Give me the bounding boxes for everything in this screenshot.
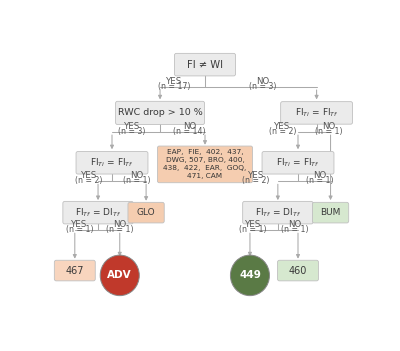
Circle shape — [100, 255, 139, 296]
Text: NO: NO — [113, 220, 126, 229]
Text: (n = 2): (n = 2) — [75, 176, 102, 185]
Text: FI$_{Ti}$ = FI$_{Tf}$: FI$_{Ti}$ = FI$_{Tf}$ — [276, 157, 320, 169]
Text: (n = 1): (n = 1) — [66, 225, 93, 234]
Text: FI$_{Tf}$ = DI$_{Tf}$: FI$_{Tf}$ = DI$_{Tf}$ — [255, 206, 301, 219]
Text: YES: YES — [81, 172, 97, 180]
Text: (n = 17): (n = 17) — [158, 82, 190, 91]
Text: (n = 1): (n = 1) — [106, 225, 134, 234]
Circle shape — [230, 255, 270, 296]
Text: BUM: BUM — [320, 208, 341, 217]
Text: YES: YES — [245, 220, 261, 229]
Text: NO: NO — [288, 220, 302, 229]
FancyBboxPatch shape — [128, 202, 164, 223]
FancyBboxPatch shape — [312, 202, 349, 223]
Text: GLO: GLO — [137, 208, 156, 217]
Text: (n = 2): (n = 2) — [269, 127, 296, 136]
Text: (n = 14): (n = 14) — [173, 127, 206, 136]
FancyBboxPatch shape — [54, 260, 95, 281]
FancyBboxPatch shape — [76, 152, 148, 174]
Text: YES: YES — [71, 220, 88, 229]
FancyBboxPatch shape — [116, 101, 204, 125]
Text: (n = 1): (n = 1) — [306, 176, 334, 185]
Text: ADV: ADV — [108, 270, 132, 280]
FancyBboxPatch shape — [281, 102, 352, 124]
Text: YES: YES — [274, 122, 291, 131]
Text: FI ≠ WI: FI ≠ WI — [187, 60, 223, 69]
Text: NO: NO — [130, 172, 144, 180]
Text: (n = 1): (n = 1) — [281, 225, 309, 234]
Text: NO: NO — [183, 122, 196, 131]
Text: NO: NO — [322, 122, 336, 131]
Text: 460: 460 — [289, 266, 307, 276]
Text: YES: YES — [248, 172, 264, 180]
Text: 467: 467 — [66, 266, 84, 276]
FancyBboxPatch shape — [158, 146, 252, 183]
Text: 449: 449 — [239, 270, 261, 280]
Text: (n = 3): (n = 3) — [249, 82, 276, 91]
Text: EAP,  FIE,  402,  437,
DWG, 507, BRO, 400,
438,  422,  EAR,  GOQ,
471, CAM: EAP, FIE, 402, 437, DWG, 507, BRO, 400, … — [163, 150, 247, 179]
FancyBboxPatch shape — [243, 201, 313, 224]
FancyBboxPatch shape — [174, 53, 236, 76]
Text: (n = 1): (n = 1) — [315, 127, 343, 136]
Text: NO: NO — [313, 172, 326, 180]
Text: FI$_{Tf}$ = DI$_{Tf}$: FI$_{Tf}$ = DI$_{Tf}$ — [75, 206, 121, 219]
Text: NO: NO — [256, 77, 269, 86]
Text: YES: YES — [166, 77, 182, 86]
Text: RWC drop > 10 %: RWC drop > 10 % — [118, 108, 202, 117]
Text: (n = 3): (n = 3) — [118, 127, 146, 136]
Text: (n = 1): (n = 1) — [239, 225, 267, 234]
FancyBboxPatch shape — [63, 201, 133, 224]
Text: YES: YES — [124, 122, 140, 131]
FancyBboxPatch shape — [262, 152, 334, 174]
Text: (n = 2): (n = 2) — [242, 176, 270, 185]
FancyBboxPatch shape — [278, 260, 318, 281]
Text: FI$_{Ti}$ = FI$_{Tf}$: FI$_{Ti}$ = FI$_{Tf}$ — [90, 157, 134, 169]
Text: (n = 1): (n = 1) — [123, 176, 150, 185]
Text: FI$_{Ti}$ = FI$_{Tf}$: FI$_{Ti}$ = FI$_{Tf}$ — [295, 107, 338, 119]
